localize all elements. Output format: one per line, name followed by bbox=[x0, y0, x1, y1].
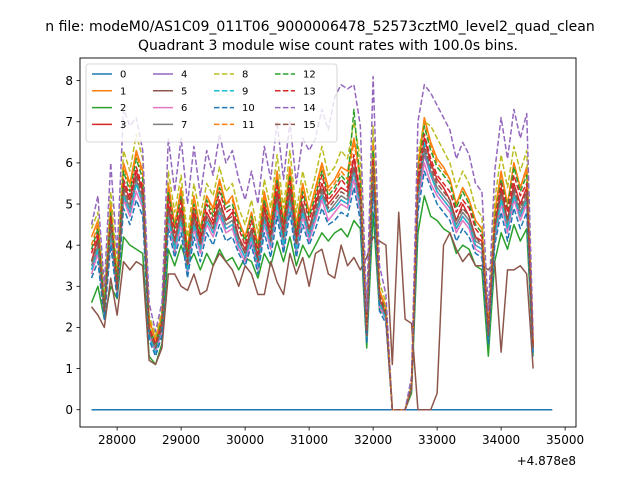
series-line-2 bbox=[90, 195, 534, 411]
legend-label-2: 2 bbox=[120, 103, 126, 114]
figure-suptitle: n file: modeM0/AS1C09_011T06_9000006478_… bbox=[45, 19, 594, 35]
legend-label-7: 7 bbox=[181, 120, 187, 131]
series-line-14 bbox=[90, 75, 534, 411]
legend-label-13: 13 bbox=[303, 86, 316, 97]
y-tick-label: 0 bbox=[65, 403, 73, 417]
legend-label-8: 8 bbox=[242, 70, 248, 81]
x-tick-label: 33000 bbox=[418, 433, 456, 447]
y-tick-label: 8 bbox=[65, 74, 73, 88]
series-line-15 bbox=[90, 145, 534, 411]
plot-area bbox=[90, 75, 553, 411]
y-tick-label: 7 bbox=[65, 115, 73, 129]
x-tick-label: 34000 bbox=[482, 433, 520, 447]
x-tick-label: 32000 bbox=[354, 433, 392, 447]
legend-label-0: 0 bbox=[120, 70, 126, 81]
legend-label-10: 10 bbox=[242, 103, 255, 114]
x-tick-label: 29000 bbox=[162, 433, 200, 447]
y-tick-label: 6 bbox=[65, 156, 73, 170]
y-axis: 0 1 2 3 4 5 6 7 8 bbox=[65, 74, 80, 417]
legend-label-15: 15 bbox=[303, 120, 316, 131]
legend-label-3: 3 bbox=[120, 120, 126, 131]
series-line-5 bbox=[90, 211, 534, 411]
series-line-10 bbox=[90, 170, 534, 411]
x-axis: 28000 29000 30000 31000 32000 33000 34000 35000 bbox=[98, 427, 584, 447]
y-tick-label: 3 bbox=[65, 280, 73, 294]
x-offset-label: +4.878e8 bbox=[517, 454, 576, 468]
x-tick-label: 28000 bbox=[98, 433, 136, 447]
chart-title: Quadrant 3 module wise count rates with … bbox=[138, 38, 518, 54]
y-tick-label: 4 bbox=[65, 238, 73, 252]
legend-label-12: 12 bbox=[303, 70, 316, 81]
x-tick-label: 30000 bbox=[226, 433, 264, 447]
legend-label-5: 5 bbox=[181, 86, 187, 97]
x-tick-label: 35000 bbox=[546, 433, 584, 447]
y-tick-label: 1 bbox=[65, 362, 73, 376]
legend-label-11: 11 bbox=[242, 120, 255, 131]
legend-label-6: 6 bbox=[181, 103, 187, 114]
y-tick-label: 2 bbox=[65, 321, 73, 335]
legend-label-14: 14 bbox=[303, 103, 316, 114]
x-tick-label: 31000 bbox=[290, 433, 328, 447]
legend-label-9: 9 bbox=[242, 86, 248, 97]
axes-frame bbox=[79, 57, 577, 428]
legend-label-1: 1 bbox=[120, 86, 126, 97]
legend-label-4: 4 bbox=[181, 70, 187, 81]
y-tick-label: 5 bbox=[65, 197, 73, 211]
series-line-9 bbox=[90, 141, 534, 411]
legend-box bbox=[85, 63, 338, 143]
